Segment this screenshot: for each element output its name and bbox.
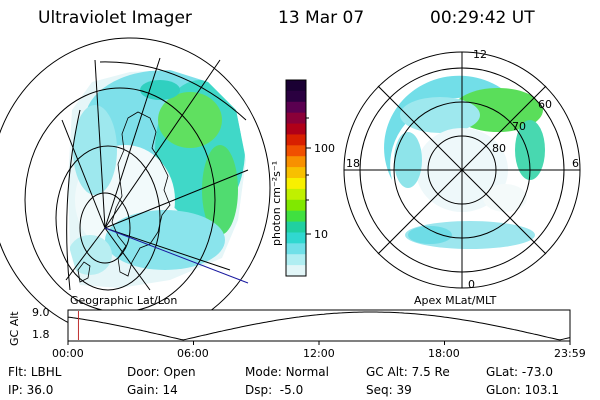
colorbar-tick-100: 100 [314,142,335,155]
left-aurora-image [68,70,246,288]
observation-date: 13 Mar 07 [278,8,365,28]
altitude-xtick-2: 12:00 [303,347,335,360]
info-door: Door: Open [127,365,196,379]
mlat-label-60: 60 [538,98,552,111]
altitude-xtick-4: 23:59 [554,347,586,360]
colorbar-swatch [286,221,306,233]
info-gain: Gain: 14 [127,383,178,397]
colorbar-swatch [286,254,306,266]
info-glon: GLon: 103.1 [486,383,559,397]
colorbar-ticks [306,117,311,235]
colorbar-swatch [286,243,306,255]
colorbar-swatch [286,265,306,277]
geographic-caption: Geographic Lat/Lon [70,294,178,307]
colorbar-swatch [286,145,306,157]
magnetic-grid [343,51,581,289]
mlt-label-18: 18 [346,157,360,170]
colorbar-frame [285,79,307,277]
colorbar-tick-10: 10 [314,228,328,241]
info-dsp: Dsp: -5.0 [245,383,304,397]
altitude-plot [67,309,571,345]
altitude-ytick-low: 1.8 [32,328,50,341]
longitude-grid [61,57,249,291]
colorbar-swatch [286,188,306,201]
mlt-label-12: 12 [473,48,487,61]
colorbar-swatch [286,167,306,179]
altitude-x-ticks [67,341,571,345]
colorbar-swatch [286,156,306,168]
color-scale-bar [285,79,307,277]
colorbar-unit-label: photon cm⁻²s⁻¹ [270,160,283,246]
mlat-label-80: 80 [492,142,506,155]
altitude-xtick-0: 00:00 [52,347,84,360]
coastline [111,111,171,277]
magnetic-caption: Apex MLat/MLT [414,294,497,307]
colorbar-swatch [286,199,306,212]
colorbar-swatch [286,123,306,135]
geographic-map [0,37,271,339]
sun-direction-line [104,227,249,284]
colorbar-swatch [286,101,306,114]
altitude-plot-frame [67,309,571,342]
mlt-label-6: 6 [572,157,579,170]
colorbar-swatch [286,178,306,190]
info-glat: GLat: -73.0 [486,365,553,379]
info-mode: Mode: Normal [245,365,329,379]
colorbar-swatch [286,90,306,103]
magnetic-polar-map [343,51,581,289]
colorbar-swatch [286,80,306,92]
altitude-xtick-1: 06:00 [177,347,209,360]
colorbar-swatch [286,232,306,244]
info-gc-alt: GC Alt: 7.5 Re [366,365,450,379]
altitude-xtick-3: 18:00 [428,347,460,360]
altitude-ytick-high: 9.0 [32,306,50,319]
info-filter: Flt: LBHL [8,365,62,379]
instrument-title: Ultraviolet Imager [38,8,192,28]
colorbar-swatch [286,210,306,223]
altitude-axis-title: GC Alt [8,311,21,346]
observation-time: 00:29:42 UT [430,8,535,28]
info-ip: IP: 36.0 [8,383,54,397]
mlat-label-70: 70 [512,120,526,133]
altitude-curve [67,311,571,341]
colorbar-swatch [286,134,306,146]
colorbar-swatch [286,112,306,125]
mlt-label-0: 0 [468,278,475,291]
info-seq: Seq: 39 [366,383,412,397]
